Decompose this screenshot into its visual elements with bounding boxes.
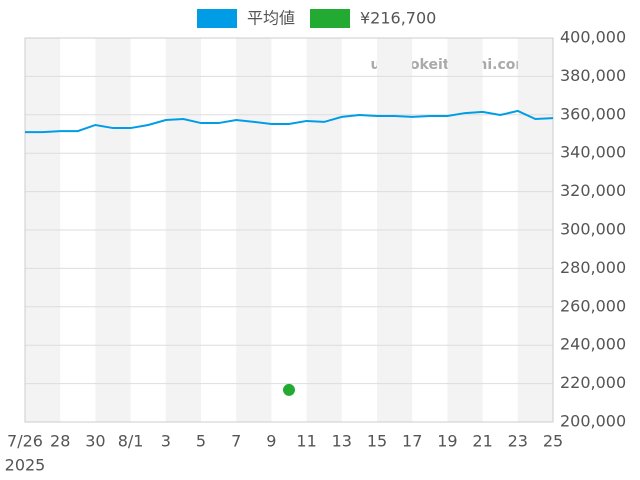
legend-swatch bbox=[197, 9, 237, 28]
line bbox=[25, 109, 554, 134]
x-tick-label: 13 bbox=[332, 432, 352, 451]
x-tick-label: 30 bbox=[85, 432, 105, 451]
x-tick-label: 28 bbox=[50, 432, 70, 451]
y-tick-label: 380,000 bbox=[560, 66, 626, 85]
y-tick-label: 340,000 bbox=[560, 143, 626, 162]
x-tick-label: 19 bbox=[437, 432, 457, 451]
y-tick-label: 240,000 bbox=[560, 335, 626, 354]
point bbox=[283, 383, 295, 396]
legend-label: 平均値 bbox=[247, 9, 295, 28]
x-tick-label: 25 bbox=[543, 432, 563, 451]
y-tick-label: 200,000 bbox=[560, 412, 626, 431]
plot-border bbox=[24, 37, 554, 423]
legend-label: ¥216,700 bbox=[360, 9, 436, 28]
x-tick-label: 11 bbox=[296, 432, 316, 451]
y-tick-label: 260,000 bbox=[560, 296, 626, 315]
x-tick-label: 21 bbox=[472, 432, 492, 451]
x-tick-label: 15 bbox=[367, 432, 387, 451]
x-tick-label: 23 bbox=[508, 432, 528, 451]
y-tick-label: 360,000 bbox=[560, 104, 626, 123]
x-tick-label: 5 bbox=[196, 432, 206, 451]
y-tick-label: 400,000 bbox=[560, 28, 626, 47]
y-tick-label: 220,000 bbox=[560, 373, 626, 392]
y-tick-label: 300,000 bbox=[560, 220, 626, 239]
x-tick-label: 7 bbox=[231, 432, 241, 451]
x-tick-label: 9 bbox=[266, 432, 276, 451]
x-tick-label: 7/26 bbox=[7, 432, 43, 451]
x-tick-label: 3 bbox=[161, 432, 171, 451]
legend-swatch bbox=[310, 9, 350, 28]
y-tick-label: 280,000 bbox=[560, 258, 626, 277]
x-tick-label: 17 bbox=[402, 432, 422, 451]
y-tick-label: 320,000 bbox=[560, 181, 626, 200]
x-year-label: 2025 bbox=[5, 456, 46, 475]
x-tick-label: 8/1 bbox=[118, 432, 144, 451]
